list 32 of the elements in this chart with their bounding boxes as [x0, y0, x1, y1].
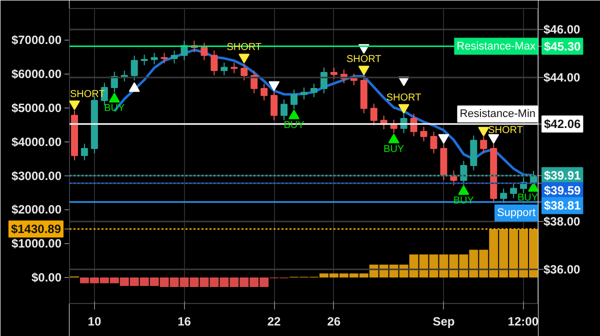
data-label: SHORT [346, 54, 382, 66]
y2-tick-label: $38.81 [544, 198, 582, 213]
x-tick-label: Sep [432, 314, 455, 328]
x-tick-label: 26 [327, 314, 341, 328]
legend-label: Support [496, 207, 536, 220]
y-tick-label: $2000.00 [11, 202, 62, 217]
ref-line-label: Resistance-Min [460, 108, 536, 120]
y2-tick-label: $46.00 [544, 22, 581, 36]
y2-tick-label: $38.00 [544, 214, 581, 228]
x-tick-label: 12:00 [508, 314, 539, 328]
data-label: BUY [384, 144, 404, 155]
x-tick-label: 22 [267, 314, 282, 328]
y-tick-label: $4000.00 [11, 134, 62, 149]
y2-tick-label: $39.59 [544, 184, 582, 198]
y2-tick-label: $44.00 [544, 70, 581, 84]
data-label: SHORT [488, 124, 523, 136]
x-tick-label: 10 [88, 314, 102, 328]
y-tick-label: $0.00 [31, 270, 62, 284]
y2-tick-label: $42.06 [544, 117, 582, 132]
y2-tick-label: $45.30 [544, 39, 582, 54]
y-tick-label: $7000.00 [11, 33, 62, 48]
ref-line-label: Resistance-Max [456, 40, 536, 52]
y-tick-label: $1000.00 [11, 236, 62, 251]
y-tick-label: $3000.00 [11, 168, 62, 183]
y2-tick-label: $39.91 [544, 168, 582, 183]
data-label: BUY [517, 192, 538, 204]
y-tick-label: $1430.89 [10, 222, 62, 236]
y2-tick-label: $36.00 [544, 262, 581, 276]
y-tick-label: $6000.00 [11, 67, 62, 82]
data-label: SHORT [386, 92, 422, 104]
y-tick-label: $5000.00 [11, 100, 62, 115]
x-tick-label: 16 [178, 314, 192, 328]
